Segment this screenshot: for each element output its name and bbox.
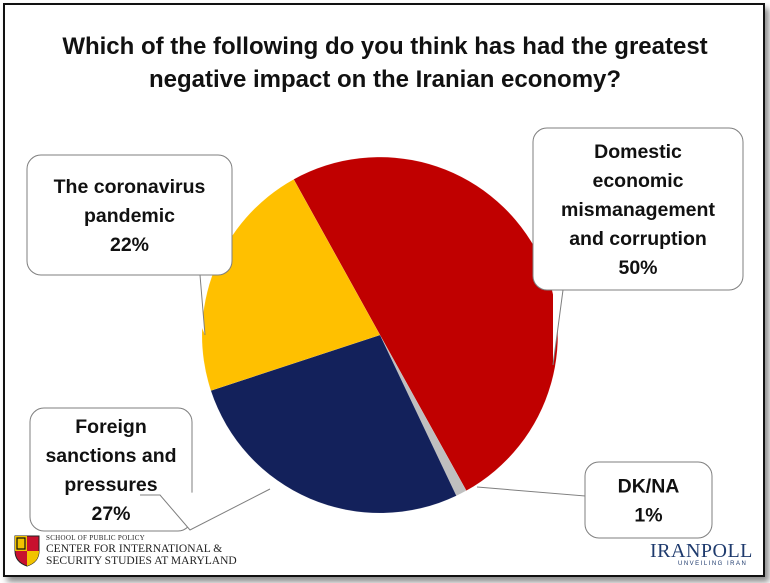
callout-label-line: Domestic: [594, 141, 682, 163]
umd-cissm-logo: SCHOOL OF PUBLIC POLICY CENTER FOR INTER…: [14, 533, 264, 573]
callout-pointer: [180, 274, 206, 336]
iranpoll-logo: IRANPOLL UNVEILING IRAN: [650, 540, 753, 567]
maryland-shield-icon: [14, 535, 40, 567]
callout-label-line: sanctions and: [45, 445, 176, 467]
callouts: Domestic economic mismanagement and corrupt…: [26, 127, 744, 539]
school-of-public-policy: SCHOOL OF PUBLIC POLICY: [46, 534, 146, 542]
callout-label-line: mismanagement: [561, 199, 715, 221]
callout-foreign-sanctions-and-pressures: Foreign sanctions and pressures 27%: [29, 407, 271, 532]
chart-title: Which of the following do you think has …: [20, 30, 750, 96]
callout-percent: 50%: [618, 257, 657, 279]
callout-label-line: economic: [592, 170, 683, 192]
title-line-2: negative impact on the Iranian economy?: [148, 66, 622, 93]
pie-slices: [201, 156, 559, 514]
callout-domestic-economic-mismanagement-and-corruption: Domestic economic mismanagement and corrupt…: [532, 127, 744, 366]
cissm-line-1: CENTER FOR INTERNATIONAL &: [46, 543, 223, 555]
callout-pointer: [476, 480, 586, 497]
callout-box: [584, 461, 713, 539]
pie-slice-dk-na: [379, 334, 467, 497]
cissm-line-2: SECURITY STUDIES AT MARYLAND: [46, 555, 237, 567]
callout-percent: 27%: [91, 503, 130, 525]
callout-label-line: Foreign: [75, 416, 147, 438]
callout-pointer: [140, 488, 271, 531]
pie-slice-foreign-sanctions-and-pressures: [210, 334, 457, 514]
callout-label-line: and corruption: [569, 228, 707, 250]
callout-the-coronavirus-pandemic: The coronavirus pandemic 22%: [26, 154, 233, 336]
callout-box: [29, 407, 193, 532]
title-line-1: Which of the following do you think has …: [62, 33, 708, 60]
callout-box: [532, 127, 744, 291]
callout-pointer: [552, 289, 564, 366]
callout-label-line: pressures: [64, 474, 157, 496]
iranpoll-name: IRANPOLL: [650, 540, 753, 562]
callout-percent: 1%: [634, 505, 662, 527]
callout-dk-na: DK/NA 1%: [476, 461, 713, 539]
callout-box: [26, 154, 233, 276]
callout-label-line: The coronavirus: [54, 176, 206, 198]
callout-label-line: DK/NA: [618, 476, 680, 498]
callout-percent: 22%: [110, 234, 149, 256]
iranpoll-tagline: UNVEILING IRAN: [678, 561, 748, 567]
callout-label-line: pandemic: [84, 205, 175, 227]
